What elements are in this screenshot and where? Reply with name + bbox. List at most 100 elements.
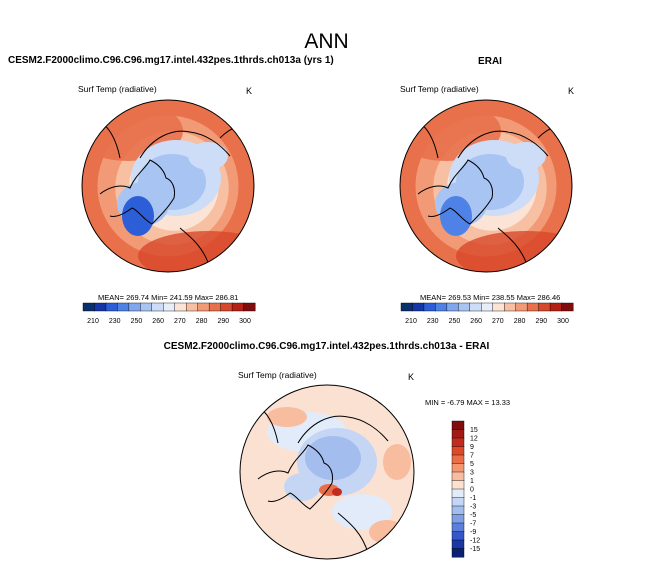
panel-3-stats: MIN = -6.79 MAX = 13.33 bbox=[425, 398, 511, 407]
colorbar-2-box bbox=[492, 302, 505, 312]
colorbar-3-tick-label: 7 bbox=[470, 453, 474, 460]
colorbar-3-tick-label: 3 bbox=[470, 470, 474, 477]
colorbar-2-tick-label: 300 bbox=[557, 318, 569, 325]
colorbar-1-tick-label: 270 bbox=[174, 318, 186, 325]
colorbar-1-tick-label: 210 bbox=[87, 318, 99, 325]
panel-2-colorbar: 210 230 250 260 270 280 290 300 bbox=[400, 302, 574, 325]
colorbar-2-box bbox=[469, 302, 482, 312]
coastline bbox=[417, 159, 493, 225]
colorbar-3-box bbox=[451, 446, 465, 456]
colorbar-1-tick-label: 250 bbox=[131, 318, 143, 325]
colorbar-1-box bbox=[231, 302, 245, 312]
colorbar-2-box bbox=[538, 302, 551, 312]
coastline bbox=[99, 159, 175, 225]
colorbar-3-box bbox=[451, 505, 465, 516]
map-border bbox=[239, 384, 415, 560]
colorbar-3-tick-label: 1 bbox=[470, 478, 474, 485]
colorbar-1-box bbox=[151, 302, 164, 312]
colorbar-3-box bbox=[451, 437, 465, 448]
colorbar-3-tick-label: -3 bbox=[470, 504, 476, 511]
colorbar-3-tick-label: -7 bbox=[470, 521, 476, 528]
colorbar-1-tick-label: 280 bbox=[196, 318, 208, 325]
colorbar-1-box bbox=[117, 302, 130, 312]
colorbar-3-box bbox=[451, 480, 465, 490]
colorbar-3-box bbox=[451, 488, 465, 499]
panel-1-stats: MEAN= 269.74 Min= 241.59 Max= 286.81 bbox=[98, 293, 239, 302]
colorbar-1-box bbox=[197, 302, 210, 312]
colorbar-2-box bbox=[412, 302, 425, 312]
panel-1-title: CESM2.F2000climo.C96.C96.mg17.intel.432p… bbox=[8, 55, 334, 66]
map-border bbox=[399, 99, 573, 273]
panel-3-units: K bbox=[408, 372, 415, 382]
coastline bbox=[337, 512, 369, 554]
colorbar-3-box bbox=[451, 420, 465, 431]
colorbar-3-tick-label: -1 bbox=[470, 495, 476, 502]
colorbar-3-box bbox=[451, 471, 465, 482]
colorbar-2-tick-label: 210 bbox=[405, 318, 417, 325]
colorbar-1-box bbox=[140, 302, 153, 312]
panel-3-variable: Surf Temp (radiative) bbox=[238, 370, 317, 380]
colorbar-1-tick-label: 260 bbox=[152, 318, 164, 325]
colorbar-2-box bbox=[549, 302, 563, 312]
colorbar-1-box bbox=[174, 302, 187, 312]
coastline bbox=[457, 130, 549, 159]
colorbar-3-tick-label: -12 bbox=[470, 538, 480, 545]
panel-3-map bbox=[239, 384, 415, 560]
colorbar-3-box bbox=[451, 429, 465, 439]
panel-2-map bbox=[399, 99, 573, 273]
colorbar-3-box bbox=[451, 539, 465, 550]
colorbar-1-box bbox=[105, 302, 118, 312]
colorbar-3-box bbox=[451, 463, 465, 473]
colorbar-3-tick-label: 9 bbox=[470, 444, 474, 451]
colorbar-2-tick-label: 260 bbox=[470, 318, 482, 325]
colorbar-3-tick-label: 0 bbox=[470, 487, 474, 494]
colorbar-2-tick-label: 290 bbox=[535, 318, 547, 325]
colorbar-3-box bbox=[451, 522, 465, 533]
panel-1-variable: Surf Temp (radiative) bbox=[78, 84, 157, 94]
colorbar-3-tick-label: 12 bbox=[470, 436, 478, 443]
colorbar-3-tick-label: -15 bbox=[470, 546, 480, 553]
coastline bbox=[139, 130, 231, 159]
colorbar-3-box bbox=[451, 497, 465, 507]
colorbar-2-box bbox=[503, 302, 517, 312]
colorbar-3-tick-label: -5 bbox=[470, 512, 476, 519]
figure-title: ANN bbox=[304, 30, 349, 53]
colorbar-1-tick-label: 300 bbox=[239, 318, 251, 325]
colorbar-2-box bbox=[423, 302, 436, 312]
colorbar-3-box bbox=[451, 454, 465, 465]
panel-1-colorbar: 210 230 250 260 270 280 290 300 bbox=[82, 302, 256, 325]
colorbar-1-box bbox=[163, 302, 176, 312]
colorbar-2-tick-label: 280 bbox=[514, 318, 526, 325]
colorbar-1-box bbox=[94, 302, 107, 312]
colorbar-1-tick-label: 290 bbox=[217, 318, 229, 325]
colorbar-2-box bbox=[400, 302, 413, 312]
colorbar-2-box bbox=[526, 302, 540, 312]
colorbar-2-box bbox=[481, 302, 494, 312]
map-border bbox=[81, 99, 255, 273]
colorbar-1-box bbox=[128, 302, 141, 312]
colorbar-3-box bbox=[451, 548, 465, 558]
coastline bbox=[297, 415, 389, 444]
panel-2-units: K bbox=[568, 86, 575, 96]
colorbar-2-tick-label: 230 bbox=[427, 318, 439, 325]
colorbar-1-box bbox=[185, 302, 199, 312]
panel-2-variable: Surf Temp (radiative) bbox=[400, 84, 479, 94]
colorbar-1-tick-label: 230 bbox=[109, 318, 121, 325]
panel-1-units: K bbox=[246, 86, 253, 96]
colorbar-3-tick-label: -9 bbox=[470, 529, 476, 536]
colorbar-2-box bbox=[515, 302, 528, 312]
panel-3-title: CESM2.F2000climo.C96.C96.mg17.intel.432p… bbox=[163, 341, 490, 352]
colorbar-2-box bbox=[435, 302, 448, 312]
panel-3-colorbar: 15 129 75 31 0-1 -3-5 -7-9 -12-15 bbox=[451, 420, 480, 558]
colorbar-1-box bbox=[220, 302, 233, 312]
colorbar-2-tick-label: 250 bbox=[449, 318, 461, 325]
coastline bbox=[257, 444, 333, 510]
panel-2-title: ERAI bbox=[478, 56, 502, 67]
panel-2-stats: MEAN= 269.53 Min= 238.55 Max= 286.46 bbox=[420, 293, 561, 302]
colorbar-3-tick-label: 5 bbox=[470, 461, 474, 468]
panel-1-map bbox=[81, 99, 255, 273]
colorbar-1-box bbox=[243, 302, 256, 312]
colorbar-3-box bbox=[451, 531, 465, 541]
colorbar-1-box bbox=[208, 302, 222, 312]
